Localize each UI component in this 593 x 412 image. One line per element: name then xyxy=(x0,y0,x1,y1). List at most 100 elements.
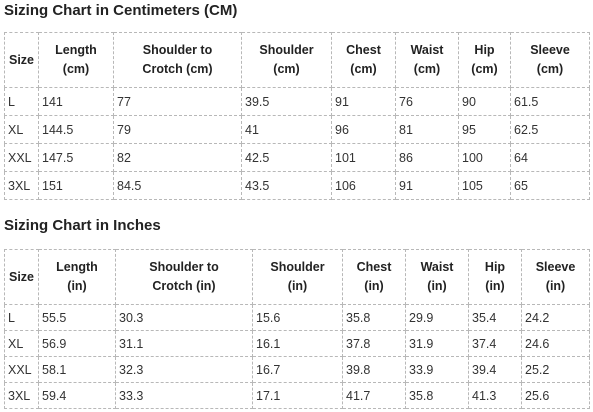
column-header-line: (cm) xyxy=(273,62,300,76)
measurement-cell: 24.6 xyxy=(521,330,590,357)
measurement-cell: 24.2 xyxy=(521,304,590,331)
column-header-line: Crotch (cm) xyxy=(142,62,213,76)
cm-sizing-table: Size Length (cm) Shoulder to Crotch (cm) Shou… xyxy=(4,32,590,200)
measurement-cell: 17.1 xyxy=(252,382,343,409)
measurement-cell: 59.4 xyxy=(38,382,116,409)
measurement-cell: 41.3 xyxy=(468,382,522,409)
measurement-cell: 96 xyxy=(331,115,396,144)
column-header-line: Sleeve xyxy=(535,260,576,274)
column-header-line: Length xyxy=(56,260,98,274)
measurement-cell: 77 xyxy=(113,87,242,116)
measurement-cell: 15.6 xyxy=(252,304,343,331)
column-header-line: (cm) xyxy=(536,62,564,76)
measurement-cell: 64 xyxy=(510,143,590,172)
column-header: Chest (cm) xyxy=(331,32,396,88)
size-cell: 3XL xyxy=(4,171,39,200)
measurement-cell: 58.1 xyxy=(38,356,116,383)
column-header: Chest (in) xyxy=(342,249,406,305)
size-cell: XXL xyxy=(4,143,39,172)
measurement-cell: 55.5 xyxy=(38,304,116,331)
table-row: XXL 58.1 32.3 16.7 39.8 33.9 39.4 25.2 xyxy=(4,356,590,383)
column-header-line: Hip xyxy=(484,260,506,274)
measurement-cell: 56.9 xyxy=(38,330,116,357)
measurement-cell: 43.5 xyxy=(241,171,332,200)
column-header: Length (in) xyxy=(38,249,116,305)
measurement-cell: 35.8 xyxy=(405,382,469,409)
measurement-cell: 86 xyxy=(395,143,459,172)
table-row: 3XL 151 84.5 43.5 106 91 105 65 xyxy=(4,171,590,200)
measurement-cell: 151 xyxy=(38,171,114,200)
column-header: Hip (cm) xyxy=(458,32,511,88)
inches-chart-title: Sizing Chart in Inches xyxy=(4,217,161,234)
column-header-line: Shoulder to xyxy=(142,43,213,57)
column-header-line: Sleeve xyxy=(530,43,570,57)
column-header-line: Shoulder to xyxy=(149,260,219,274)
column-header: Sleeve (cm) xyxy=(510,32,590,88)
measurement-cell: 79 xyxy=(113,115,242,144)
measurement-cell: 25.6 xyxy=(521,382,590,409)
inches-sizing-table: Size Length (in) Shoulder to Crotch (in) Shou… xyxy=(4,249,590,409)
measurement-cell: 37.8 xyxy=(342,330,406,357)
column-header-line: Size xyxy=(8,52,34,67)
measurement-cell: 91 xyxy=(331,87,396,116)
measurement-cell: 100 xyxy=(458,143,511,172)
table-row: XL 144.5 79 41 96 81 95 62.5 xyxy=(4,115,590,144)
measurement-cell: 41.7 xyxy=(342,382,406,409)
column-header: Size xyxy=(4,32,39,88)
measurement-cell: 42.5 xyxy=(241,143,332,172)
measurement-cell: 147.5 xyxy=(38,143,114,172)
table-row: XXL 147.5 82 42.5 101 86 100 64 xyxy=(4,143,590,172)
column-header-line: Waist xyxy=(420,260,454,274)
size-cell: 3XL xyxy=(4,382,39,409)
measurement-cell: 31.9 xyxy=(405,330,469,357)
measurement-cell: 65 xyxy=(510,171,590,200)
cm-chart-title: Sizing Chart in Centimeters (CM) xyxy=(4,2,238,19)
table-row: 3XL 59.4 33.3 17.1 41.7 35.8 41.3 25.6 xyxy=(4,382,590,409)
measurement-cell: 35.8 xyxy=(342,304,406,331)
measurement-cell: 76 xyxy=(395,87,459,116)
column-header-line: Hip xyxy=(474,43,495,57)
measurement-cell: 41 xyxy=(241,115,332,144)
measurement-cell: 91 xyxy=(395,171,459,200)
column-header: Shoulder to Crotch (in) xyxy=(115,249,253,305)
column-header-line: (cm) xyxy=(413,62,441,76)
table-header-row: Size Length (in) Shoulder to Crotch (in) Shou… xyxy=(4,249,590,305)
column-header-line: (in) xyxy=(427,279,447,293)
column-header-line: (in) xyxy=(67,279,87,293)
column-header-line: (cm) xyxy=(62,62,90,76)
size-cell: L xyxy=(4,304,39,331)
measurement-cell: 90 xyxy=(458,87,511,116)
size-cell: XXL xyxy=(4,356,39,383)
size-cell: XL xyxy=(4,330,39,357)
column-header-line: (cm) xyxy=(350,62,377,76)
table-header-row: Size Length (cm) Shoulder to Crotch (cm) Shou… xyxy=(4,32,590,88)
measurement-cell: 39.8 xyxy=(342,356,406,383)
measurement-cell: 25.2 xyxy=(521,356,590,383)
column-header: Waist (cm) xyxy=(395,32,459,88)
measurement-cell: 29.9 xyxy=(405,304,469,331)
measurement-cell: 35.4 xyxy=(468,304,522,331)
measurement-cell: 39.4 xyxy=(468,356,522,383)
measurement-cell: 33.9 xyxy=(405,356,469,383)
measurement-cell: 105 xyxy=(458,171,511,200)
column-header-line: (cm) xyxy=(471,62,498,76)
column-header-line: Shoulder xyxy=(270,260,325,274)
measurement-cell: 141 xyxy=(38,87,114,116)
column-header-line: Shoulder xyxy=(259,43,314,57)
measurement-cell: 106 xyxy=(331,171,396,200)
table-row: L 55.5 30.3 15.6 35.8 29.9 35.4 24.2 xyxy=(4,304,590,331)
column-header-line: Waist xyxy=(410,43,444,57)
size-cell: L xyxy=(4,87,39,116)
column-header-line: (in) xyxy=(364,279,384,293)
column-header: Shoulder to Crotch (cm) xyxy=(113,32,242,88)
measurement-cell: 31.1 xyxy=(115,330,253,357)
column-header: Size xyxy=(4,249,39,305)
measurement-cell: 16.1 xyxy=(252,330,343,357)
measurement-cell: 39.5 xyxy=(241,87,332,116)
measurement-cell: 32.3 xyxy=(115,356,253,383)
table-row: L 141 77 39.5 91 76 90 61.5 xyxy=(4,87,590,116)
column-header-line: Size xyxy=(8,269,34,284)
column-header-line: (in) xyxy=(485,279,505,293)
column-header: Shoulder (cm) xyxy=(241,32,332,88)
column-header-line: Chest xyxy=(346,43,381,57)
